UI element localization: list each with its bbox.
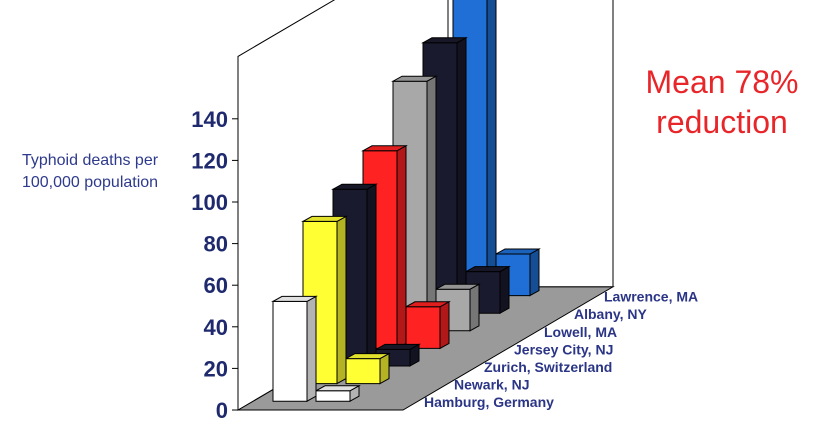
category-label-zurich-switzerland: Zurich, Switzerland <box>484 359 612 375</box>
category-label-hamburg-germany: Hamburg, Germany <box>424 394 554 410</box>
y-axis-ticks: 0 20 40 60 80 100 120 140 <box>191 107 238 423</box>
y-tick-label-60: 60 <box>204 273 228 298</box>
category-label-albany-ny: Albany, NY <box>574 306 648 322</box>
y-axis-label: Typhoid deaths per 100,000 population <box>0 150 180 194</box>
y-tick-label-120: 120 <box>191 148 228 173</box>
y-tick-label-0: 0 <box>216 398 228 423</box>
bar-1-jersey-city-nj <box>404 300 451 350</box>
y-tick-label-80: 80 <box>204 232 228 257</box>
bar-1-hamburg-germany <box>314 384 361 403</box>
bar-1-newark-nj <box>344 352 391 385</box>
y-tick-label-20: 20 <box>204 356 228 381</box>
bar-0-hamburg-germany <box>271 295 318 403</box>
y-tick-label-40: 40 <box>204 315 228 340</box>
category-label-newark-nj: Newark, NJ <box>454 377 529 393</box>
reduction-annotation: Mean 78% reduction <box>634 62 810 142</box>
y-tick-label-140: 140 <box>191 107 228 132</box>
category-label-jersey-city-nj: Jersey City, NJ <box>514 341 613 357</box>
category-label-lowell-ma: Lowell, MA <box>544 324 617 340</box>
y-axis-label-text: Typhoid deaths per 100,000 population <box>21 152 159 191</box>
chart-bars <box>271 0 541 403</box>
y-tick-label-100: 100 <box>191 190 228 215</box>
reduction-annotation-text: Mean 78% reduction <box>645 64 799 140</box>
category-label-lawrence-ma: Lawrence, MA <box>604 289 698 305</box>
